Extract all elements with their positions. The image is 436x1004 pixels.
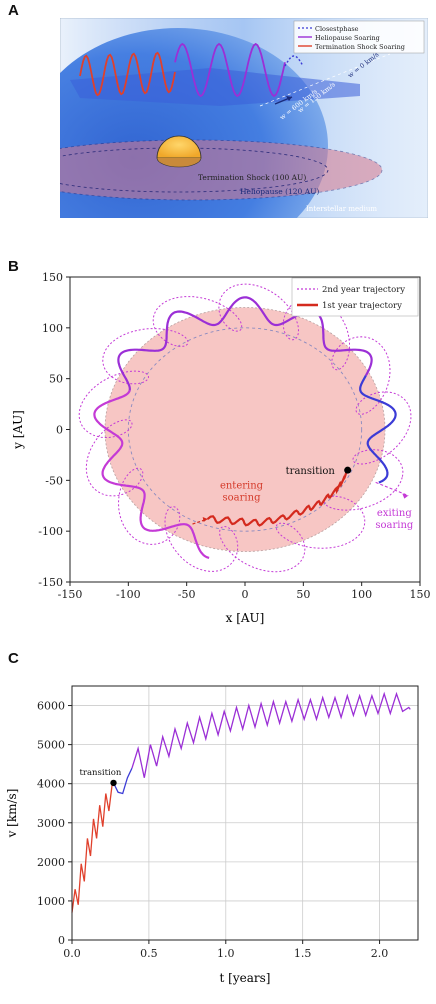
heliopause-soaring-trajectory-3d bbox=[174, 42, 286, 98]
panel-a-letter: A bbox=[8, 2, 19, 19]
y-tick-label-b: 100 bbox=[42, 322, 63, 335]
entering-arrow bbox=[192, 518, 208, 525]
trajectory-paths bbox=[78, 283, 412, 573]
y-tick-label-c: 3000 bbox=[37, 817, 65, 830]
velocity-arrow-head bbox=[286, 96, 292, 101]
y-tick-label-b: 0 bbox=[56, 424, 63, 437]
plot-c-grid bbox=[71, 686, 418, 941]
entering-label-line2: soaring bbox=[223, 493, 262, 504]
x-tick-label-c: 1.0 bbox=[217, 947, 235, 960]
y-tick-label-b: 50 bbox=[49, 373, 63, 386]
x-tick-label-b: 0 bbox=[242, 588, 249, 601]
y-axis-label-c: v [km/s] bbox=[5, 789, 19, 839]
x-tick-label-b: 50 bbox=[296, 588, 310, 601]
x-tick-label-b: -50 bbox=[178, 588, 196, 601]
y-tick-label-c: 5000 bbox=[37, 739, 65, 752]
velocity-plot: 0.0 0.5 1.0 1.5 2.0 0 1000 2000 3000 4000 5000 6000… bbox=[5, 685, 419, 985]
velocity-series bbox=[71, 691, 411, 913]
y-tick-label-b: 150 bbox=[42, 271, 63, 284]
entering-arrow-head bbox=[202, 516, 208, 522]
entering-label-line1: entering bbox=[220, 480, 264, 491]
sun-hemisphere bbox=[156, 135, 202, 159]
heliosphere-regions bbox=[104, 307, 386, 552]
exiting-label-line2: soaring bbox=[375, 520, 414, 531]
exiting-arrow bbox=[375, 481, 409, 497]
termination-shock-label: Termination Shock (100 AU) bbox=[198, 173, 306, 182]
panel-c-chart: 0.0 0.5 1.0 1.5 2.0 0 1000 2000 3000 4000 5000 6000… bbox=[0, 676, 436, 1000]
legend-closest-label: Closestphase bbox=[315, 25, 359, 33]
velocity-axis bbox=[259, 53, 391, 107]
panel-c-letter: C bbox=[8, 650, 19, 667]
trajectory-plot: -150 -100 -50 0 50 100 150 -150 -100 -50 0 50 100 150… bbox=[11, 271, 431, 625]
transition-label-c: transition bbox=[80, 768, 122, 778]
first-year-trajectory bbox=[207, 469, 349, 527]
heliosphere-3d-diagram: Closestphase Heliopause Soaring Terminat… bbox=[1, 17, 429, 264]
plot-b-legend: 2nd year trajectory 1st year trajectory bbox=[291, 277, 419, 317]
legend-box-b bbox=[291, 277, 419, 317]
y-tick-label-c: 4000 bbox=[37, 778, 65, 791]
x-tick-label-c: 1.5 bbox=[294, 947, 312, 960]
x-tick-label-b: -150 bbox=[58, 588, 83, 601]
heliopause-label: Heliopause (120 AU) bbox=[240, 187, 319, 196]
plot-c-ticks: 0.0 0.5 1.0 1.5 2.0 0 1000 2000 3000 4000 5000 6000 bbox=[37, 700, 388, 960]
y-tick-label-b: -50 bbox=[45, 474, 63, 487]
second-year-loop-trajectory bbox=[78, 283, 412, 573]
transition-point-c bbox=[110, 779, 117, 787]
transition-point-b bbox=[344, 466, 352, 474]
y-tick-label-b: -100 bbox=[38, 525, 63, 538]
velocity-line-heliopause-soaring bbox=[131, 691, 411, 778]
sun-base bbox=[156, 157, 202, 168]
exiting-label-line1: exiting bbox=[377, 508, 412, 519]
y-axis-label-b: y [AU] bbox=[11, 410, 25, 450]
velocity-line-closest-phase bbox=[112, 767, 133, 795]
termination-soaring-trajectory-3d bbox=[79, 51, 176, 97]
soaring-path-segment-blue bbox=[359, 374, 397, 484]
closest-phase-trajectory-3d bbox=[284, 55, 304, 67]
termination-shock-circle bbox=[127, 327, 363, 532]
x-tick-label-b: 150 bbox=[410, 588, 431, 601]
panel-b-chart: -150 -100 -50 0 50 100 150 -150 -100 -50 0 50 100 150… bbox=[0, 262, 436, 640]
velocity-line-termination-soaring bbox=[71, 782, 115, 913]
x-axis-label-c: t [years] bbox=[220, 971, 271, 985]
soaring-path-segment-magenta bbox=[93, 390, 210, 559]
y-tick-label-c: 1000 bbox=[37, 895, 65, 908]
legend-first-year-label: 1st year trajectory bbox=[322, 301, 402, 311]
exiting-arrow-head bbox=[402, 493, 409, 499]
x-tick-label-b: -100 bbox=[116, 588, 141, 601]
y-tick-label-b: -150 bbox=[38, 576, 63, 589]
x-tick-label-c: 2.0 bbox=[371, 947, 389, 960]
soaring-path-segment-purple bbox=[117, 296, 373, 391]
transition-label-b: transition bbox=[286, 466, 336, 477]
x-tick-label-c: 0.5 bbox=[140, 947, 158, 960]
legend-heliopause-label: Heliopause Soaring bbox=[315, 34, 380, 42]
interstellar-label: Interstellar medium bbox=[306, 205, 377, 213]
y-tick-label-c: 2000 bbox=[37, 856, 65, 869]
x-tick-label-c: 0.0 bbox=[63, 947, 81, 960]
panel-b-letter: B bbox=[8, 258, 19, 275]
x-tick-label-b: 100 bbox=[351, 588, 372, 601]
y-tick-label-c: 6000 bbox=[37, 700, 65, 713]
legend-second-year-label: 2nd year trajectory bbox=[322, 285, 405, 295]
legend-termination-label: Termination Shock Soaring bbox=[315, 43, 405, 51]
x-axis-label-b: x [AU] bbox=[226, 611, 265, 625]
plot-c-frame bbox=[71, 685, 419, 941]
panel-a-illustration: Closestphase Heliopause Soaring Terminat… bbox=[1, 17, 429, 264]
y-tick-label-c: 0 bbox=[58, 934, 65, 947]
plot-b-ticks: -150 -100 -50 0 50 100 150 -150 -100 -50 0 50 100 150 bbox=[38, 271, 430, 601]
panel-a-legend: Closestphase Heliopause Soaring Terminat… bbox=[293, 20, 425, 54]
